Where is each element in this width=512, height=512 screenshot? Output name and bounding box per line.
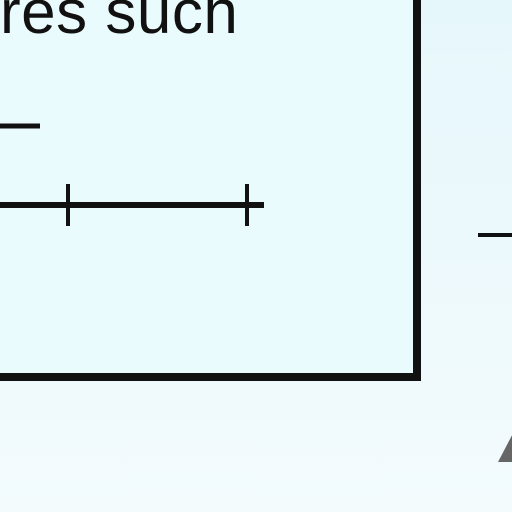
caption-text: res such [0, 0, 239, 47]
gray-triangle-shape [498, 435, 512, 462]
diagram-panel [0, 0, 421, 381]
